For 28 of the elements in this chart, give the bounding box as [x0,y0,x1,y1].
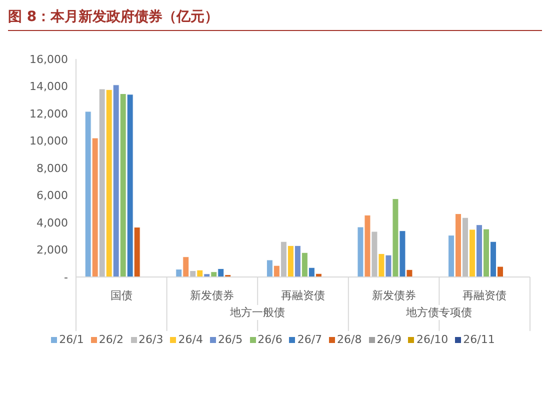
x-tick-label: 新发债券 [372,289,416,302]
legend-label: 26/7 [296,333,322,346]
x-tick-label: 国债 [110,289,132,302]
x-tick-label: 再融资债 [281,289,325,302]
y-tick-label: 2,000 [36,244,68,257]
x-tick-label: 再融资债 [462,289,507,302]
legend-label: 26/8 [336,333,362,346]
y-tick-label: 14,000 [30,80,68,94]
legend-label: 26/11 [462,333,495,346]
y-tick-label: 6,000 [36,189,68,202]
y-tick-label: - [64,270,68,284]
text: 地方一般债 [184,305,330,320]
text: 地方债专项债 [366,305,512,320]
y-tick-label: 4,000 [36,216,68,230]
y-tick-label: 16,000 [30,52,68,66]
legend-label: 26/3 [138,333,164,346]
legend-label: 26/9 [376,333,402,346]
legend-label: 26/1 [58,333,84,346]
chart-title: 图 8：本月新发政府债券（亿元） [8,8,542,31]
legend-label: 26/6 [256,333,282,346]
legend-label: 26/4 [177,333,203,346]
x-tick-label: 新发债券 [190,289,234,302]
legend-label: 26/10 [415,333,448,346]
y-tick-label: 12,000 [30,107,68,120]
y-tick-label: 8,000 [36,162,68,175]
legend-label: 26/2 [98,333,124,346]
y-tick-label: 10,000 [30,134,68,148]
legend-label: 26/5 [216,333,243,346]
